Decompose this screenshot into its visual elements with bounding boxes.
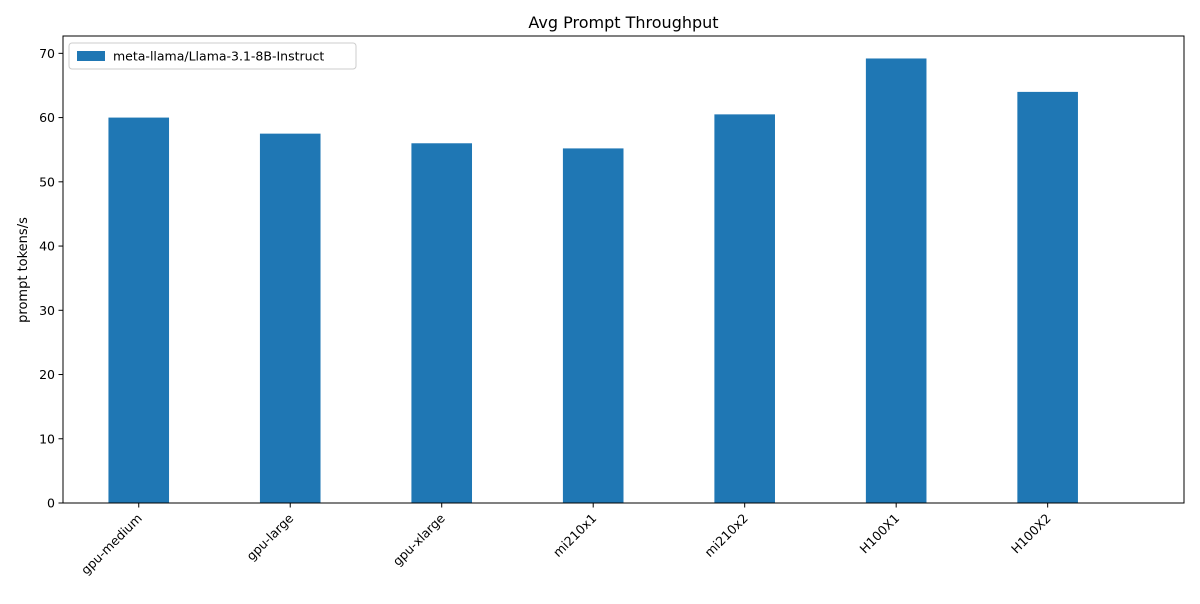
bar-H100X1: [865, 58, 927, 503]
y-tick-label-70: 70: [39, 46, 55, 61]
y-tick-label-50: 50: [39, 174, 55, 189]
y-tick-label-20: 20: [39, 367, 55, 382]
x-tick-label-mi210x1: mi210x1: [550, 511, 599, 560]
plot-area: 0 10 20 30 40 50 60 70 gpu-medium gpu-large gpu-xl…: [39, 35, 1185, 578]
x-tick-label-gpu-xlarge: gpu-xlarge: [390, 510, 448, 568]
y-tick-label-40: 40: [39, 239, 55, 254]
legend-label: meta-llama/Llama-3.1-8B-Instruct: [113, 49, 324, 64]
y-tick-label-0: 0: [47, 496, 55, 511]
bar-gpu-xlarge: [411, 143, 473, 503]
x-tick-label-gpu-large: gpu-large: [243, 510, 296, 563]
x-tick-label-mi210x2: mi210x2: [701, 511, 750, 560]
bar-gpu-medium: [108, 117, 170, 503]
x-tick-label-H100X2: H100X2: [1008, 511, 1054, 557]
plot-frame: [62, 35, 1185, 504]
bar-mi210x2: [714, 114, 775, 504]
x-tick-label-H100X1: H100X1: [856, 511, 902, 557]
x-tick-label-gpu-medium: gpu-medium: [78, 511, 145, 578]
bar-H100X2: [1017, 91, 1078, 503]
legend-swatch: [77, 51, 105, 61]
bar-gpu-large: [259, 133, 321, 503]
chart-title: Avg Prompt Throughput: [528, 13, 718, 32]
y-tick-label-10: 10: [39, 431, 55, 446]
legend-box: [68, 42, 357, 70]
y-tick-label-30: 30: [39, 303, 55, 318]
y-axis-label: prompt tokens/s: [16, 217, 31, 323]
bar-mi210x1: [562, 148, 624, 503]
legend: meta-llama/Llama-3.1-8B-Instruct: [68, 42, 357, 70]
y-tick-label-60: 60: [39, 110, 55, 125]
